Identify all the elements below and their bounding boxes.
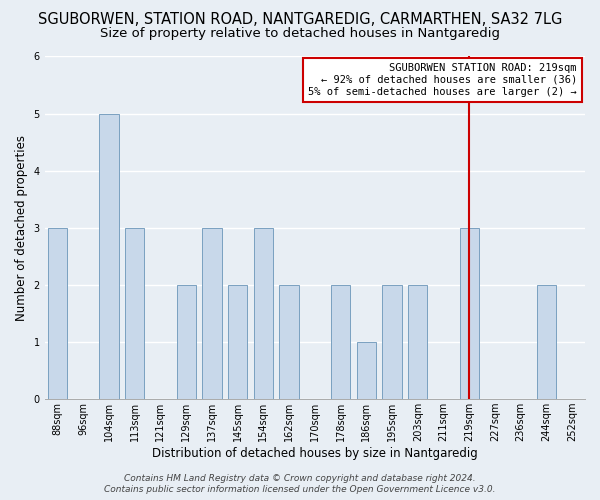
Bar [254,228,273,399]
Bar [280,285,299,399]
Bar [176,285,196,399]
Bar [460,228,479,399]
Bar [356,342,376,399]
X-axis label: Distribution of detached houses by size in Nantgaredig: Distribution of detached houses by size … [152,447,478,460]
Bar [125,228,145,399]
Text: SGUBORWEN, STATION ROAD, NANTGAREDIG, CARMARTHEN, SA32 7LG: SGUBORWEN, STATION ROAD, NANTGAREDIG, CA… [38,12,562,28]
Bar [228,285,247,399]
Bar [331,285,350,399]
Bar [100,114,119,399]
Bar [408,285,427,399]
Text: SGUBORWEN STATION ROAD: 219sqm
← 92% of detached houses are smaller (36)
5% of s: SGUBORWEN STATION ROAD: 219sqm ← 92% of … [308,64,577,96]
Y-axis label: Number of detached properties: Number of detached properties [15,135,28,321]
Bar [202,228,221,399]
Bar [48,228,67,399]
Text: Size of property relative to detached houses in Nantgaredig: Size of property relative to detached ho… [100,28,500,40]
Bar [382,285,401,399]
Text: Contains HM Land Registry data © Crown copyright and database right 2024.
Contai: Contains HM Land Registry data © Crown c… [104,474,496,494]
Bar [537,285,556,399]
